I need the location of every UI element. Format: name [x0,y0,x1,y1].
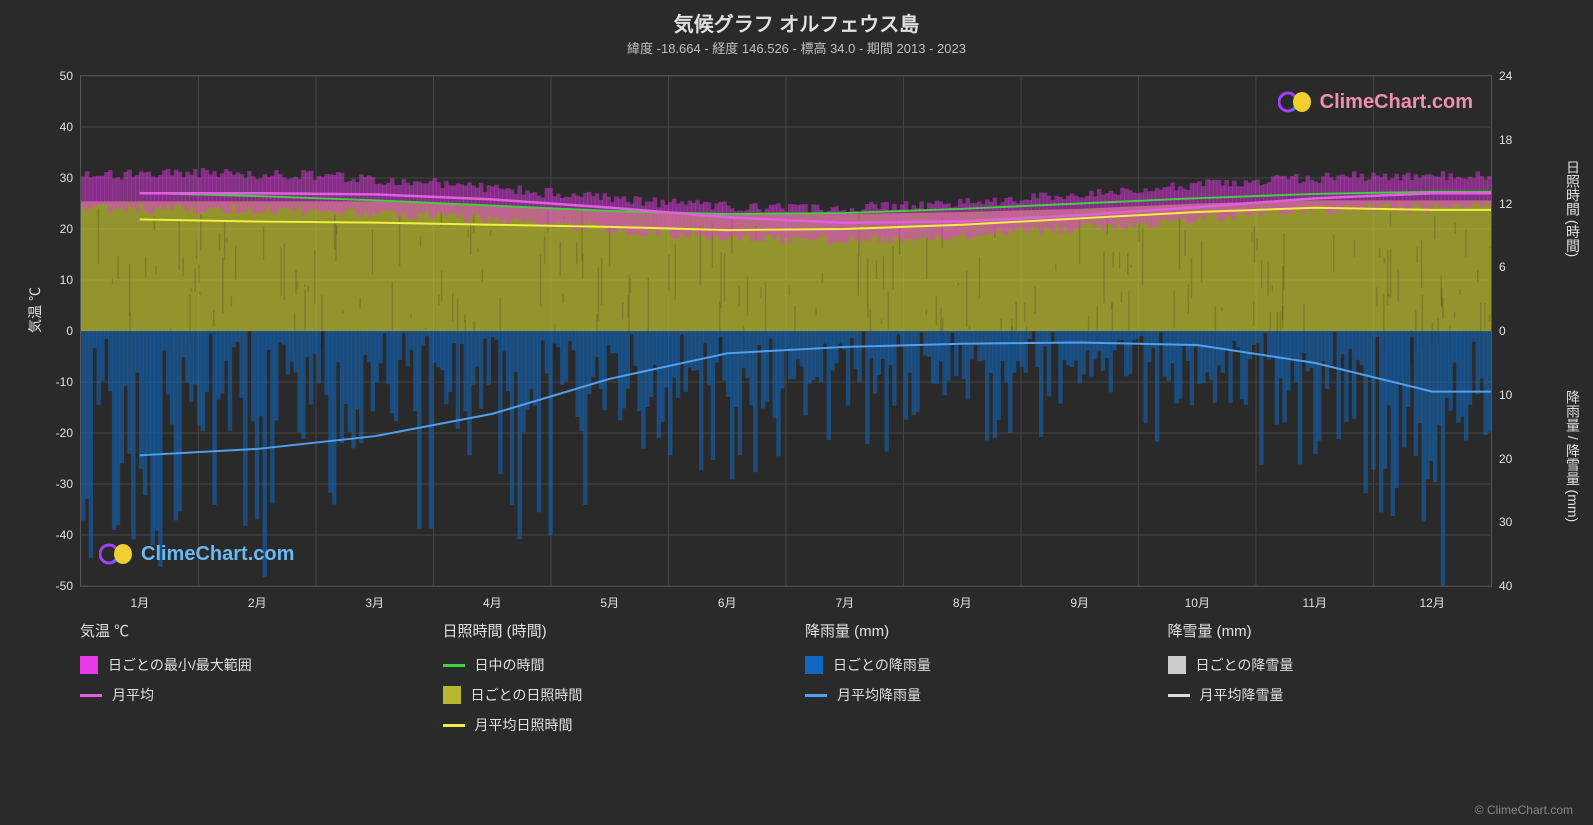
legend-title: 気温 ℃ [80,620,433,641]
legend-swatch [805,656,823,674]
tick-temp: -20 [56,426,81,440]
legend-label: 月平均降雨量 [837,685,921,705]
legend-item: 日中の時間 [443,655,796,675]
legend-group: 日照時間 (時間) 日中の時間日ごとの日照時間月平均日照時間 [443,620,796,735]
chart-title: 気候グラフ オルフェウス島 [0,8,1593,37]
tick-month: 2月 [248,586,267,611]
legend-swatch [80,656,98,674]
legend-item: 日ごとの日照時間 [443,685,796,705]
legend-title: 降雨量 (mm) [805,620,1158,641]
credit: © ClimeChart.com [1475,803,1573,817]
legend-swatch [1168,694,1190,697]
tick-rain: 30 [1491,515,1512,529]
tick-month: 11月 [1303,586,1327,611]
tick-month: 9月 [1070,586,1089,611]
tick-sunshine: 6 [1491,260,1506,274]
legend-swatch [443,664,465,667]
legend-item: 月平均 [80,685,433,705]
chart-subtitle: 緯度 -18.664 - 経度 146.526 - 標高 34.0 - 期間 2… [0,38,1593,57]
legend-label: 月平均 [112,685,154,705]
tick-month: 8月 [953,586,972,611]
legend-item: 日ごとの降雨量 [805,655,1158,675]
tick-month: 1月 [130,586,149,611]
tick-temp: 30 [60,171,81,185]
legend-item: 日ごとの最小/最大範囲 [80,655,433,675]
legend-label: 日ごとの最小/最大範囲 [108,655,252,675]
tick-sunshine: 12 [1491,197,1512,211]
tick-month: 3月 [365,586,384,611]
tick-sunshine: 24 [1491,69,1512,83]
legend-swatch [443,724,465,727]
plot-area: 50403020100-10-20-30-40-50 2418126010203… [80,75,1492,587]
tick-rain: 10 [1491,388,1512,402]
tick-month: 10月 [1185,586,1210,611]
legend-label: 月平均降雪量 [1200,685,1284,705]
legend-swatch [805,694,827,697]
tick-month: 12月 [1420,586,1445,611]
watermark-upper: ClimeChart.com [1278,88,1473,116]
tick-temp: 10 [60,273,81,287]
tick-rain: 20 [1491,452,1512,466]
legend-item: 月平均日照時間 [443,715,796,735]
tick-temp: 20 [60,222,81,236]
legend-label: 日ごとの日照時間 [471,685,583,705]
legend-item: 月平均降雨量 [805,685,1158,705]
legend-item: 日ごとの降雪量 [1168,655,1521,675]
legend-swatch [443,686,461,704]
watermark-text: ClimeChart.com [1320,91,1473,114]
legend-title: 日照時間 (時間) [443,620,796,641]
tick-temp: 0 [66,324,81,338]
tick-sunshine: 18 [1491,133,1512,147]
tick-rain: 40 [1491,579,1512,593]
tick-sunshine: 0 [1491,324,1506,338]
legend-group: 降雪量 (mm) 日ごとの降雪量月平均降雪量 [1168,620,1521,735]
legend-item: 月平均降雪量 [1168,685,1521,705]
tick-month: 6月 [718,586,737,611]
tick-month: 7月 [835,586,854,611]
legend-group: 気温 ℃ 日ごとの最小/最大範囲月平均 [80,620,433,735]
legend-label: 日ごとの降雨量 [833,655,931,675]
tick-temp: 40 [60,120,81,134]
watermark-lower: ClimeChart.com [99,540,294,568]
legend-group: 降雨量 (mm) 日ごとの降雨量月平均降雨量 [805,620,1158,735]
tick-month: 4月 [483,586,502,611]
tick-temp: 50 [60,69,81,83]
legend-title: 降雪量 (mm) [1168,620,1521,641]
legend-label: 日中の時間 [475,655,545,675]
chart-svg [81,76,1491,586]
legend: 気温 ℃ 日ごとの最小/最大範囲月平均 日照時間 (時間) 日中の時間日ごとの日照時間… [80,620,1520,735]
axis-label-precipitation: 降雨量 / 降雪量 (mm) [1563,390,1583,522]
tick-month: 5月 [600,586,619,611]
legend-label: 月平均日照時間 [475,715,573,735]
axis-label-temperature: 気温 ℃ [25,287,45,333]
tick-temp: -40 [56,528,81,542]
watermark-text: ClimeChart.com [141,543,294,566]
tick-temp: -50 [56,579,81,593]
legend-label: 日ごとの降雪量 [1196,655,1294,675]
tick-temp: -30 [56,477,81,491]
legend-swatch [80,694,102,697]
tick-temp: -10 [56,375,81,389]
axis-label-sunshine: 日照時間 (時間) [1563,160,1583,257]
legend-swatch [1168,656,1186,674]
